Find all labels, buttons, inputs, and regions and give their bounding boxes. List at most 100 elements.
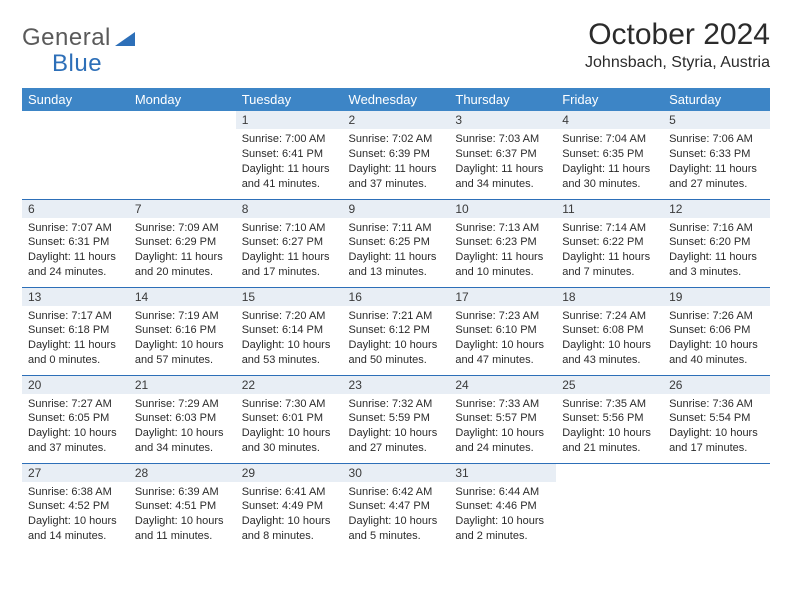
day-number: 31 bbox=[449, 464, 556, 482]
col-monday: Monday bbox=[129, 88, 236, 111]
logo-text-gray: General bbox=[22, 24, 111, 52]
day-details: Sunrise: 7:35 AMSunset: 5:56 PMDaylight:… bbox=[556, 394, 663, 458]
sunset-text: Sunset: 6:31 PM bbox=[28, 235, 123, 250]
sunset-text: Sunset: 5:56 PM bbox=[562, 411, 657, 426]
sunset-text: Sunset: 6:10 PM bbox=[455, 323, 550, 338]
sunset-text: Sunset: 6:01 PM bbox=[242, 411, 337, 426]
day-details: Sunrise: 7:02 AMSunset: 6:39 PMDaylight:… bbox=[343, 129, 450, 193]
daylight-text: Daylight: 10 hours and 21 minutes. bbox=[562, 426, 657, 456]
day-details: Sunrise: 6:39 AMSunset: 4:51 PMDaylight:… bbox=[129, 482, 236, 546]
sunset-text: Sunset: 6:06 PM bbox=[669, 323, 764, 338]
calendar-cell: 22Sunrise: 7:30 AMSunset: 6:01 PMDayligh… bbox=[236, 375, 343, 463]
daylight-text: Daylight: 10 hours and 53 minutes. bbox=[242, 338, 337, 368]
sunrise-text: Sunrise: 6:39 AM bbox=[135, 485, 230, 500]
sunset-text: Sunset: 4:47 PM bbox=[349, 499, 444, 514]
daylight-text: Daylight: 10 hours and 30 minutes. bbox=[242, 426, 337, 456]
sunrise-text: Sunrise: 7:20 AM bbox=[242, 309, 337, 324]
day-details: Sunrise: 7:04 AMSunset: 6:35 PMDaylight:… bbox=[556, 129, 663, 193]
day-details: Sunrise: 7:24 AMSunset: 6:08 PMDaylight:… bbox=[556, 306, 663, 370]
day-details: Sunrise: 7:26 AMSunset: 6:06 PMDaylight:… bbox=[663, 306, 770, 370]
day-number: 6 bbox=[22, 200, 129, 218]
day-number: 19 bbox=[663, 288, 770, 306]
sunrise-text: Sunrise: 7:13 AM bbox=[455, 221, 550, 236]
sunrise-text: Sunrise: 7:00 AM bbox=[242, 132, 337, 147]
calendar-cell: 12Sunrise: 7:16 AMSunset: 6:20 PMDayligh… bbox=[663, 199, 770, 287]
calendar-cell: 17Sunrise: 7:23 AMSunset: 6:10 PMDayligh… bbox=[449, 287, 556, 375]
day-details: Sunrise: 7:23 AMSunset: 6:10 PMDaylight:… bbox=[449, 306, 556, 370]
sunrise-text: Sunrise: 7:29 AM bbox=[135, 397, 230, 412]
sunset-text: Sunset: 4:49 PM bbox=[242, 499, 337, 514]
sunset-text: Sunset: 6:22 PM bbox=[562, 235, 657, 250]
day-number: 14 bbox=[129, 288, 236, 306]
daylight-text: Daylight: 10 hours and 27 minutes. bbox=[349, 426, 444, 456]
sunrise-text: Sunrise: 7:04 AM bbox=[562, 132, 657, 147]
sunset-text: Sunset: 6:03 PM bbox=[135, 411, 230, 426]
sunrise-text: Sunrise: 7:07 AM bbox=[28, 221, 123, 236]
day-details: Sunrise: 7:13 AMSunset: 6:23 PMDaylight:… bbox=[449, 218, 556, 282]
daylight-text: Daylight: 11 hours and 27 minutes. bbox=[669, 162, 764, 192]
daylight-text: Daylight: 10 hours and 14 minutes. bbox=[28, 514, 123, 544]
col-saturday: Saturday bbox=[663, 88, 770, 111]
sunset-text: Sunset: 6:33 PM bbox=[669, 147, 764, 162]
daylight-text: Daylight: 10 hours and 24 minutes. bbox=[455, 426, 550, 456]
logo: General bbox=[22, 18, 137, 52]
calendar-cell: 31Sunrise: 6:44 AMSunset: 4:46 PMDayligh… bbox=[449, 463, 556, 551]
calendar-cell bbox=[22, 111, 129, 199]
day-number: 1 bbox=[236, 111, 343, 129]
calendar-cell: 28Sunrise: 6:39 AMSunset: 4:51 PMDayligh… bbox=[129, 463, 236, 551]
day-number: 8 bbox=[236, 200, 343, 218]
daylight-text: Daylight: 10 hours and 5 minutes. bbox=[349, 514, 444, 544]
sunset-text: Sunset: 6:25 PM bbox=[349, 235, 444, 250]
day-number: 15 bbox=[236, 288, 343, 306]
day-details: Sunrise: 7:10 AMSunset: 6:27 PMDaylight:… bbox=[236, 218, 343, 282]
day-details: Sunrise: 7:16 AMSunset: 6:20 PMDaylight:… bbox=[663, 218, 770, 282]
day-details: Sunrise: 7:21 AMSunset: 6:12 PMDaylight:… bbox=[343, 306, 450, 370]
col-wednesday: Wednesday bbox=[343, 88, 450, 111]
col-sunday: Sunday bbox=[22, 88, 129, 111]
sunset-text: Sunset: 6:41 PM bbox=[242, 147, 337, 162]
day-number: 7 bbox=[129, 200, 236, 218]
daylight-text: Daylight: 11 hours and 34 minutes. bbox=[455, 162, 550, 192]
day-details: Sunrise: 7:27 AMSunset: 6:05 PMDaylight:… bbox=[22, 394, 129, 458]
daylight-text: Daylight: 11 hours and 30 minutes. bbox=[562, 162, 657, 192]
calendar-cell: 1Sunrise: 7:00 AMSunset: 6:41 PMDaylight… bbox=[236, 111, 343, 199]
calendar-cell: 26Sunrise: 7:36 AMSunset: 5:54 PMDayligh… bbox=[663, 375, 770, 463]
sunrise-text: Sunrise: 7:26 AM bbox=[669, 309, 764, 324]
calendar-cell: 25Sunrise: 7:35 AMSunset: 5:56 PMDayligh… bbox=[556, 375, 663, 463]
logo-triangle-icon bbox=[115, 28, 135, 51]
day-details: Sunrise: 6:42 AMSunset: 4:47 PMDaylight:… bbox=[343, 482, 450, 546]
day-number: 11 bbox=[556, 200, 663, 218]
daylight-text: Daylight: 10 hours and 8 minutes. bbox=[242, 514, 337, 544]
sunrise-text: Sunrise: 6:44 AM bbox=[455, 485, 550, 500]
day-number: 3 bbox=[449, 111, 556, 129]
sunset-text: Sunset: 4:46 PM bbox=[455, 499, 550, 514]
day-number: 22 bbox=[236, 376, 343, 394]
day-number: 21 bbox=[129, 376, 236, 394]
calendar-cell: 8Sunrise: 7:10 AMSunset: 6:27 PMDaylight… bbox=[236, 199, 343, 287]
sunrise-text: Sunrise: 7:16 AM bbox=[669, 221, 764, 236]
calendar-cell: 19Sunrise: 7:26 AMSunset: 6:06 PMDayligh… bbox=[663, 287, 770, 375]
calendar-cell bbox=[556, 463, 663, 551]
day-number: 17 bbox=[449, 288, 556, 306]
day-number: 9 bbox=[343, 200, 450, 218]
day-number: 30 bbox=[343, 464, 450, 482]
day-details: Sunrise: 7:03 AMSunset: 6:37 PMDaylight:… bbox=[449, 129, 556, 193]
day-details: Sunrise: 7:30 AMSunset: 6:01 PMDaylight:… bbox=[236, 394, 343, 458]
day-details: Sunrise: 7:19 AMSunset: 6:16 PMDaylight:… bbox=[129, 306, 236, 370]
day-details: Sunrise: 6:38 AMSunset: 4:52 PMDaylight:… bbox=[22, 482, 129, 546]
calendar-row: 1 Sunrise: 7:00 AMSunset: 6:41 PM Daylight… bbox=[22, 111, 770, 199]
daylight-text: Daylight: 11 hours and 3 minutes. bbox=[669, 250, 764, 280]
sunset-text: Sunset: 5:59 PM bbox=[349, 411, 444, 426]
calendar-cell: 30Sunrise: 6:42 AMSunset: 4:47 PMDayligh… bbox=[343, 463, 450, 551]
sunrise-text: Sunrise: 7:27 AM bbox=[28, 397, 123, 412]
sunset-text: Sunset: 6:18 PM bbox=[28, 323, 123, 338]
sunrise-text: Sunrise: 6:42 AM bbox=[349, 485, 444, 500]
sunrise-text: Sunrise: 7:36 AM bbox=[669, 397, 764, 412]
logo-text-blue: Blue bbox=[52, 50, 102, 77]
calendar-cell: 24Sunrise: 7:33 AMSunset: 5:57 PMDayligh… bbox=[449, 375, 556, 463]
sunset-text: Sunset: 6:08 PM bbox=[562, 323, 657, 338]
sunset-text: Sunset: 6:39 PM bbox=[349, 147, 444, 162]
calendar-cell: 20Sunrise: 7:27 AMSunset: 6:05 PMDayligh… bbox=[22, 375, 129, 463]
daylight-text: Daylight: 11 hours and 24 minutes. bbox=[28, 250, 123, 280]
calendar-row: 20Sunrise: 7:27 AMSunset: 6:05 PMDayligh… bbox=[22, 375, 770, 463]
